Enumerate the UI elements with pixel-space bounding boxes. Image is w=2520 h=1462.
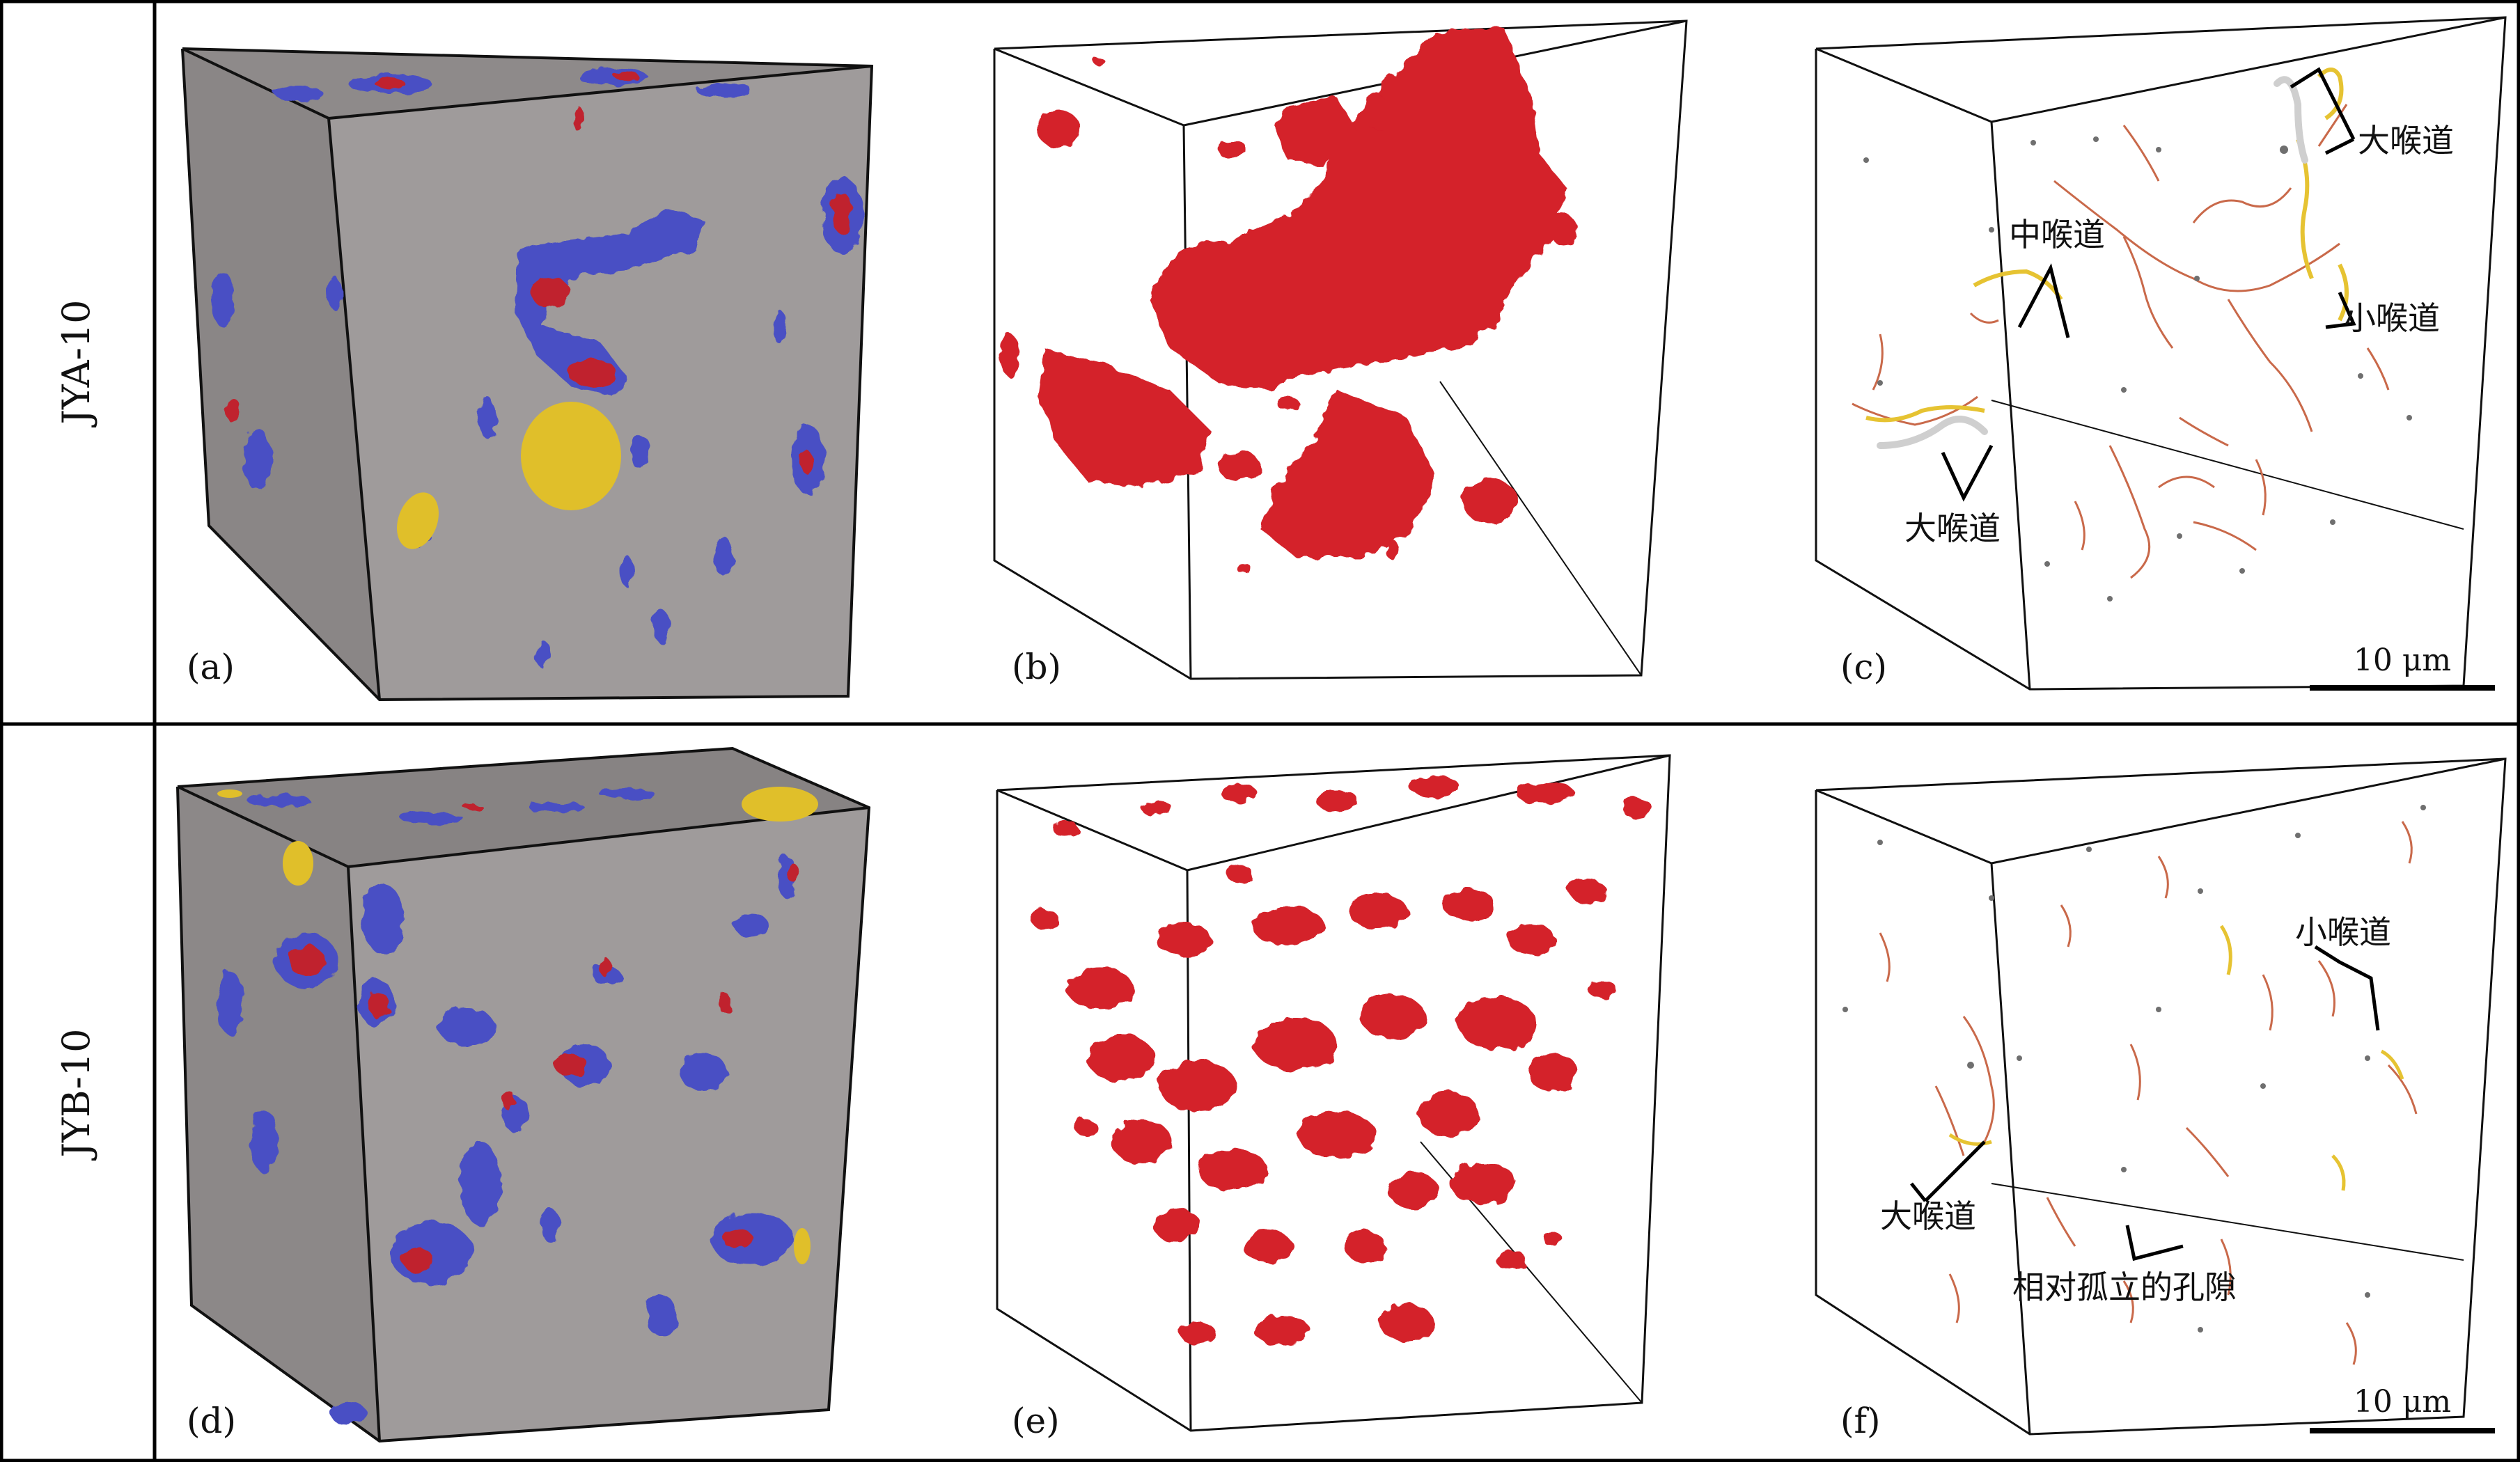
- scale-bar-label-f: 10 μm: [2354, 1384, 2451, 1420]
- pore-nodes: [1863, 136, 2412, 602]
- scale-bar-label-c: 10 μm: [2354, 643, 2451, 678]
- panel-label-e: (e): [1012, 1401, 1060, 1441]
- row-label-1: JYA-10: [54, 299, 98, 427]
- annotation-large-throat-c2: 大喉道: [1904, 510, 2001, 547]
- panel-label-b: (b): [1012, 647, 1061, 687]
- pore-3d-red: [1000, 28, 1577, 573]
- annotation-large-throat-f: 大喉道: [1880, 1197, 1976, 1235]
- throat-network-yellow: [1948, 925, 2404, 1191]
- annotation-small-throat-f: 小喉道: [2295, 913, 2391, 951]
- annotation-isolated-pores: 相对孤立的孔隙: [2012, 1268, 2237, 1306]
- panel-label-c: (c): [1840, 647, 1887, 687]
- throat-network-white: [1877, 76, 2308, 449]
- throat-network-yellow: [1865, 68, 2349, 423]
- row-label-2: JYB-10: [54, 1029, 98, 1161]
- panel-f-pore-network: [1815, 757, 2507, 1436]
- yellow-phase: [217, 787, 818, 1264]
- panel-label-f: (f): [1840, 1401, 1881, 1441]
- throat-network-orange: [1879, 821, 2418, 1365]
- annotation-large-throat-c1: 大喉道: [2358, 122, 2454, 159]
- panel-d-gray-scale-cube: [176, 746, 871, 1443]
- panel-label-d: (d): [187, 1401, 236, 1441]
- panel-label-a: (a): [187, 647, 235, 687]
- pore-phase-red: [288, 804, 799, 1273]
- panel-c-pore-network: [1815, 16, 2507, 691]
- panel-b-pore-rendering: [993, 19, 1688, 680]
- annotation-medium-throat: 中喉道: [2009, 216, 2105, 253]
- panel-e-pore-rendering: [996, 754, 1671, 1432]
- callout-lines-f: [1910, 945, 2380, 1261]
- throat-network-orange: [1852, 104, 2390, 579]
- annotation-small-throat-c: 小喉道: [2344, 299, 2440, 337]
- panel-a-gray-scale-cube: [181, 47, 874, 702]
- pore-3d-red: [1031, 776, 1652, 1345]
- yellow-phase: [397, 402, 621, 549]
- pore-nodes: [1842, 805, 2426, 1333]
- callout-lines-c: [1941, 67, 2356, 502]
- pore-phase-red: [226, 72, 851, 474]
